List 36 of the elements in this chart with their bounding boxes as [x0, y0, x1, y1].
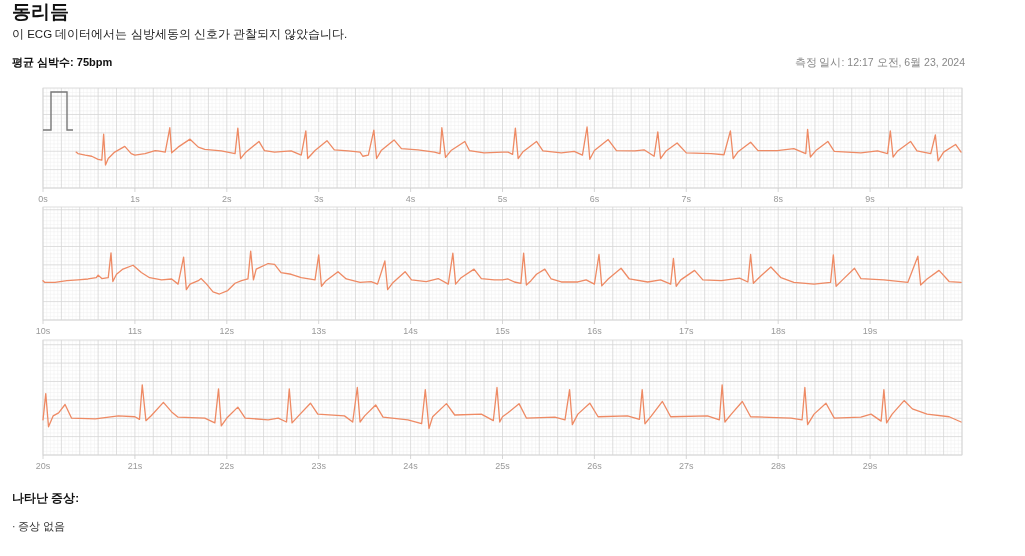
x-tick-label: 15s: [495, 326, 511, 336]
x-tick-label: 16s: [587, 326, 603, 336]
x-tick-label: 20s: [35, 461, 51, 471]
x-tick-label: 26s: [587, 461, 603, 471]
x-tick-label: 21s: [127, 461, 143, 471]
x-tick-label: 2s: [222, 194, 233, 204]
x-tick-label: 12s: [219, 326, 235, 336]
x-tick-label: 25s: [495, 461, 511, 471]
x-tick-label: 29s: [862, 461, 878, 471]
x-tick-label: 10s: [35, 326, 51, 336]
x-tick-label: 6s: [589, 194, 600, 204]
chart-title: 동리듬: [12, 1, 69, 22]
x-tick-label: 9s: [865, 194, 876, 204]
x-tick-label: 8s: [773, 194, 784, 204]
x-tick-label: 4s: [405, 194, 416, 204]
text: 나타난 증상:: [12, 492, 80, 504]
text: · 증상 없음: [12, 520, 66, 532]
x-tick-label: 28s: [770, 461, 786, 471]
x-tick-label: 18s: [770, 326, 786, 336]
x-tick-label: 19s: [862, 326, 878, 336]
x-tick-label: 1s: [130, 194, 141, 204]
text: 평균 심박수: 75bpm: [12, 56, 113, 68]
x-tick-label: 27s: [679, 461, 695, 471]
x-tick-label: 17s: [679, 326, 695, 336]
x-tick-label: 23s: [311, 461, 327, 471]
text: 측정 일시: 12:17 오전, 6월 23, 2024: [794, 56, 966, 68]
x-tick-label: 24s: [403, 461, 419, 471]
chart-subtitle: 이 ECG 데이터에서는 심방세동의 신호가 관찰되지 않았습니다.: [12, 28, 348, 40]
x-tick-label: 22s: [219, 461, 235, 471]
x-tick-label: 0s: [38, 194, 49, 204]
x-tick-label: 11s: [127, 326, 143, 336]
x-tick-label: 14s: [403, 326, 419, 336]
x-tick-label: 3s: [313, 194, 324, 204]
x-tick-label: 13s: [311, 326, 327, 336]
x-tick-label: 7s: [681, 194, 692, 204]
x-tick-label: 5s: [497, 194, 508, 204]
